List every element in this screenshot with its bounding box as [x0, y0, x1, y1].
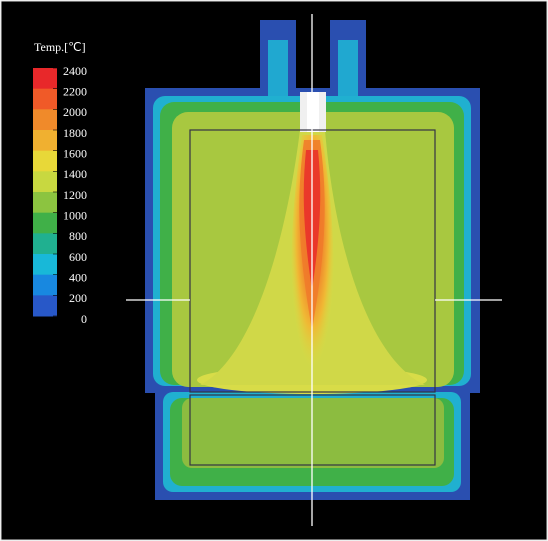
colorbar-band — [33, 109, 57, 130]
colorbar-band — [33, 295, 57, 316]
colorbar-label: 2000 — [63, 105, 87, 119]
contour-figure: Temp.[℃] 2400220020001800160014001200100… — [0, 0, 548, 541]
colorbar-band — [33, 68, 57, 89]
legend-title: Temp.[℃] — [34, 40, 86, 54]
colorbar-band — [33, 233, 57, 254]
colorbar-label: 2400 — [63, 64, 87, 78]
colorbar-band — [33, 275, 57, 296]
colorbar-band — [33, 254, 57, 275]
colorbar-band — [33, 151, 57, 172]
colorbar-label: 200 — [69, 291, 87, 305]
colorbar-label: 600 — [69, 250, 87, 264]
colorbar-label: 1600 — [63, 146, 87, 160]
colorbar-label: 1800 — [63, 126, 87, 140]
colorbar-label: 1400 — [63, 167, 87, 181]
colorbar-band — [33, 192, 57, 213]
colorbar-band — [33, 171, 57, 192]
colorbar-label: 800 — [69, 229, 87, 243]
colorbar-label: 2200 — [63, 84, 87, 98]
colorbar-label: 1200 — [63, 188, 87, 202]
colorbar-label: 0 — [81, 312, 87, 326]
colorbar-label: 400 — [69, 270, 87, 284]
colorbar-band — [33, 130, 57, 151]
colorbar-band — [33, 89, 57, 110]
colorbar-band — [33, 213, 57, 234]
colorbar-label: 1000 — [63, 208, 87, 222]
